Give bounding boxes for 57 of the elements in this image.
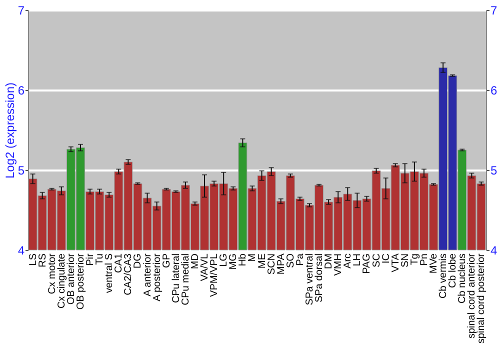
x-tick-label: MPA xyxy=(276,253,287,274)
y-tick-label: 5 xyxy=(18,164,25,178)
x-tick-label: Tg xyxy=(409,254,420,266)
y2-tick-label: 4 xyxy=(490,244,498,258)
x-tick-label: IC xyxy=(380,254,392,264)
x-tick-label: VPM/VPL xyxy=(209,253,220,297)
x-tick-label: DG xyxy=(132,253,144,268)
x-tick-label: Cb nucleus xyxy=(457,254,468,304)
x-tick-label: ventral S xyxy=(104,253,116,293)
x-tick-label: SCN xyxy=(266,254,278,275)
x-tick-label: GP xyxy=(161,253,172,268)
x-tick-label: Tu xyxy=(94,254,106,265)
y-tick-label: 6 xyxy=(18,84,25,98)
x-tick-label: Cb vermis xyxy=(438,254,450,299)
y-tick-label: 4 xyxy=(18,244,25,258)
x-tick-label: OB anterior xyxy=(66,252,77,305)
x-tick-label: Pa xyxy=(294,253,306,266)
x-tick-label: VTA xyxy=(390,253,402,272)
x-tick-label: SN xyxy=(400,254,411,268)
x-tick-label: OB posterior xyxy=(75,252,86,310)
x-tick-label: SO xyxy=(285,253,296,268)
x-tick-label: RS xyxy=(37,253,48,268)
x-tick-label: SC xyxy=(371,254,382,268)
x-tick-label: Cb lobe xyxy=(448,253,459,288)
x-tick-label: Cx cingulate xyxy=(56,253,68,309)
x-tick-label: M xyxy=(247,254,258,262)
x-tick-label: spinal cord anterior xyxy=(466,252,478,339)
x-tick-label: LG xyxy=(218,253,230,267)
x-tick-label: spinal cord posterior xyxy=(476,252,488,344)
x-tick-label: Pir xyxy=(85,252,96,266)
x-tick-label: VMH xyxy=(333,254,344,276)
x-tick-label: MD xyxy=(190,254,201,270)
x-tick-label: MG xyxy=(228,253,240,270)
x-tick-label: CPu medial xyxy=(180,254,192,306)
x-tick-label: LS xyxy=(28,253,39,266)
y2-tick-label: 5 xyxy=(490,164,498,178)
x-tick-label: CA2/CA3 xyxy=(123,253,134,296)
y-axis-title: Log2 (expression) xyxy=(2,82,17,179)
x-tick-label: CA1 xyxy=(114,253,125,273)
x-tick-label: ME xyxy=(256,253,268,268)
y2-tick-label: 7 xyxy=(490,4,498,18)
x-tick-label: LH xyxy=(352,254,364,266)
x-tick-label: DM xyxy=(324,254,335,270)
x-tick-label: PAG xyxy=(362,253,373,274)
x-tick-label: VA/VL xyxy=(200,253,211,282)
x-tick-label: CPu lateral xyxy=(170,254,182,303)
x-tick-label: A anterior xyxy=(142,252,154,296)
x-tick-label: MVe xyxy=(428,253,440,274)
x-tick-label: Pn xyxy=(418,254,430,266)
x-tick-label: Hb xyxy=(238,253,249,266)
y-tick-label: 7 xyxy=(18,4,25,18)
x-tick-label: Cx motor xyxy=(46,252,58,294)
x-tick-label: Arc xyxy=(342,254,354,268)
x-tick-label: A posterior xyxy=(152,252,163,302)
x-tick-label: SPa ventral xyxy=(304,254,316,306)
y2-tick-label: 6 xyxy=(490,84,498,98)
x-tick-label: SPa dorsal xyxy=(314,254,326,302)
